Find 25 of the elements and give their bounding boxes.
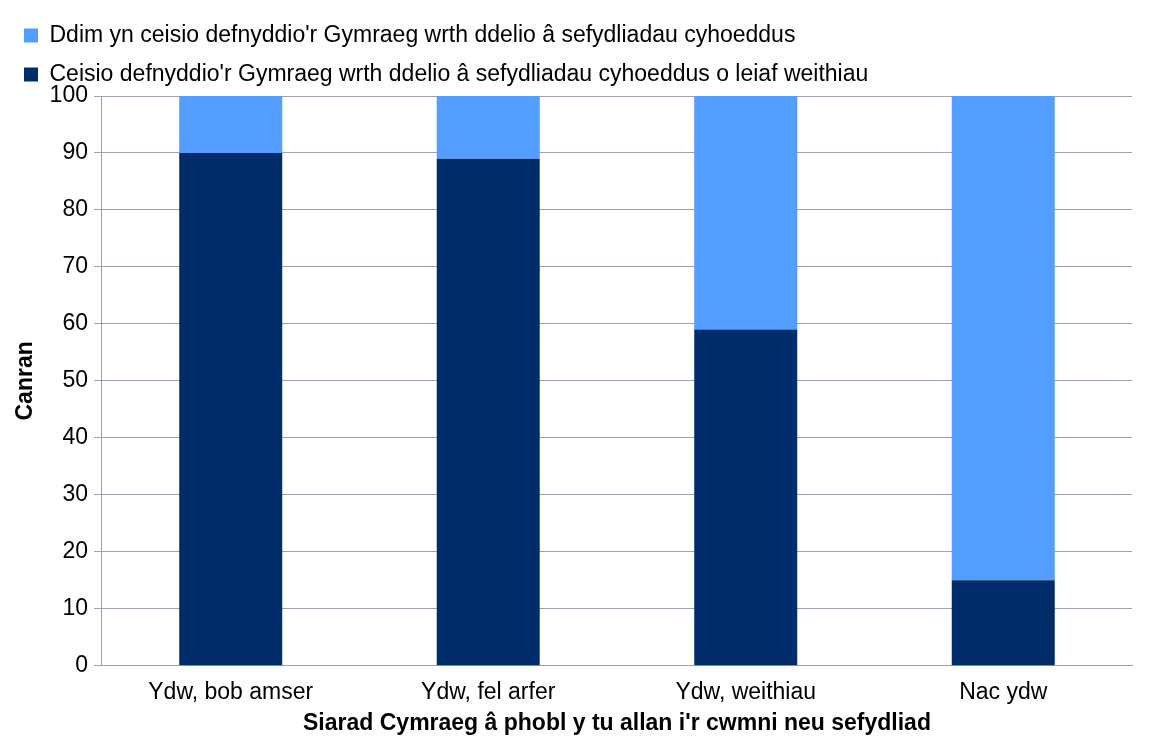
x-tick-label: Ydw, bob amser bbox=[148, 677, 314, 704]
y-tick-label: 40 bbox=[62, 423, 88, 450]
x-tick-label: Ydw, weithiau bbox=[675, 677, 817, 704]
x-tick-label: Nac ydw bbox=[959, 677, 1048, 704]
y-tick-label: 20 bbox=[62, 537, 88, 564]
legend-label: Ddim yn ceisio defnyddio'r Gymraeg wrth ddelio â sefydliadau cyhoeddus bbox=[49, 20, 796, 47]
y-tick-label: 50 bbox=[62, 366, 88, 393]
y-axis-title: Canran bbox=[11, 341, 38, 421]
bar bbox=[436, 96, 540, 159]
bar bbox=[694, 96, 798, 330]
y-tick-label: 30 bbox=[62, 480, 88, 507]
bar bbox=[179, 96, 283, 153]
y-tick-label: 60 bbox=[62, 309, 88, 336]
x-axis-title: Siarad Cymraeg â phobl y tu allan i'r cwmni neu sefydliad bbox=[303, 708, 931, 735]
bar bbox=[179, 152, 283, 666]
bar bbox=[951, 96, 1055, 581]
x-tick-label: Ydw, fel arfer bbox=[421, 677, 556, 704]
y-tick-label: 0 bbox=[75, 651, 88, 678]
bar bbox=[436, 158, 540, 666]
y-tick-label: 80 bbox=[62, 195, 88, 222]
y-tick-label: 10 bbox=[62, 594, 88, 621]
y-tick-label: 90 bbox=[62, 138, 88, 165]
bar bbox=[694, 329, 798, 666]
bar bbox=[951, 580, 1055, 666]
y-tick-label: 70 bbox=[62, 252, 88, 279]
